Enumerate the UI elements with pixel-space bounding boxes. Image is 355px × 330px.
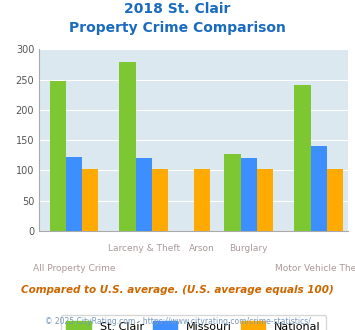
Text: 2018 St. Clair: 2018 St. Clair bbox=[124, 2, 231, 16]
Bar bbox=[82, 169, 98, 231]
Bar bbox=[257, 169, 273, 231]
Bar bbox=[194, 169, 211, 231]
Bar bbox=[224, 153, 241, 231]
Bar bbox=[311, 146, 327, 231]
Text: Arson: Arson bbox=[189, 244, 215, 253]
Bar bbox=[136, 158, 152, 231]
Bar bbox=[50, 81, 66, 231]
Text: Larceny & Theft: Larceny & Theft bbox=[108, 244, 180, 253]
Bar bbox=[152, 169, 168, 231]
Text: Compared to U.S. average. (U.S. average equals 100): Compared to U.S. average. (U.S. average … bbox=[21, 285, 334, 295]
Text: Property Crime Comparison: Property Crime Comparison bbox=[69, 21, 286, 35]
Text: Motor Vehicle Theft: Motor Vehicle Theft bbox=[275, 264, 355, 273]
Legend: St. Clair, Missouri, National: St. Clair, Missouri, National bbox=[61, 315, 326, 330]
Bar bbox=[66, 157, 82, 231]
Bar bbox=[294, 85, 311, 231]
Text: Burglary: Burglary bbox=[230, 244, 268, 253]
Bar bbox=[241, 158, 257, 231]
Bar bbox=[327, 169, 343, 231]
Text: © 2025 CityRating.com - https://www.cityrating.com/crime-statistics/: © 2025 CityRating.com - https://www.city… bbox=[45, 317, 310, 326]
Bar bbox=[120, 62, 136, 231]
Text: All Property Crime: All Property Crime bbox=[33, 264, 115, 273]
